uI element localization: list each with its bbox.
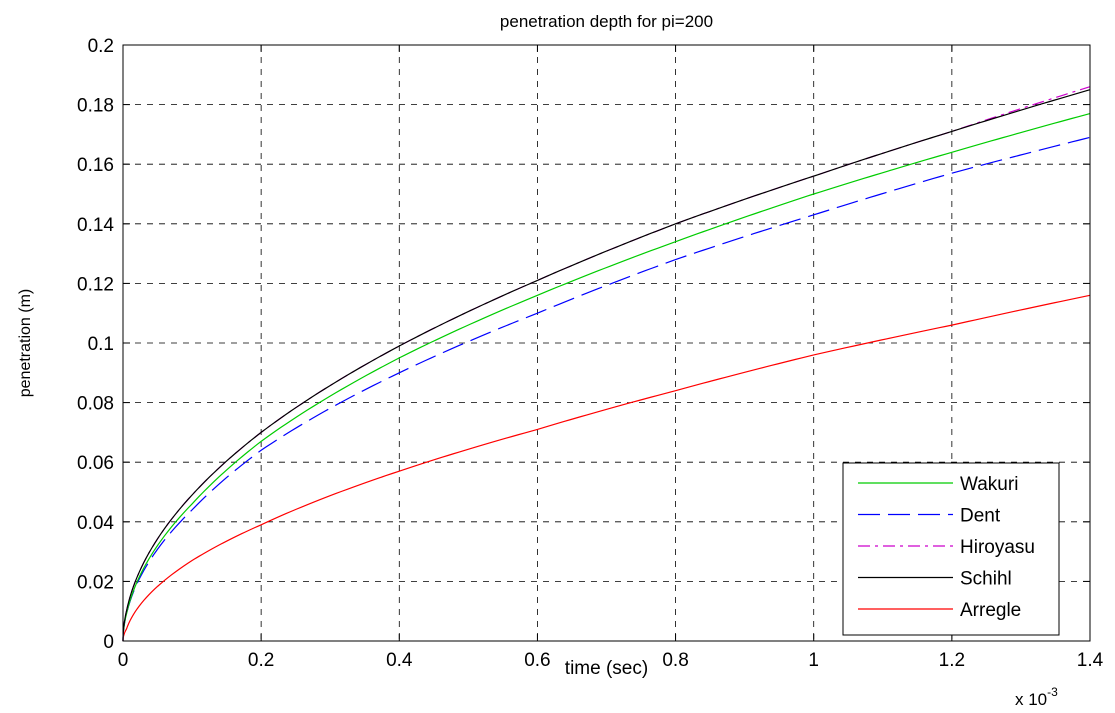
y-tick-label: 0.02 (77, 572, 114, 593)
x-multiplier-base: x 10 (1015, 690, 1047, 709)
chart-title: penetration depth for pi=200 (500, 12, 713, 31)
y-tick-label: 0.04 (77, 513, 114, 534)
y-tick-label: 0.16 (77, 155, 114, 176)
y-tick-label: 0.12 (77, 274, 114, 295)
y-tick-label: 0.08 (77, 394, 114, 415)
legend-label: Wakuri (960, 474, 1018, 495)
series-line-dent (122, 136, 1091, 642)
legend-label: Schihl (960, 569, 1012, 590)
x-multiplier: x 10-3 (1015, 685, 1058, 709)
series-line-schihl (122, 89, 1091, 642)
x-tick-label: 1 (808, 650, 819, 671)
x-tick-label: 1.4 (1077, 650, 1104, 671)
series-layer (122, 86, 1091, 642)
legend-box (842, 462, 1060, 636)
x-axis-label: time (sec) (565, 658, 648, 679)
legend-label: Hiroyasu (960, 537, 1035, 558)
x-tick-label: 1.2 (939, 650, 965, 671)
grid (123, 45, 1090, 641)
x-multiplier-exponent: -3 (1047, 685, 1058, 699)
x-tick-label: 0.6 (524, 650, 550, 671)
legend-label: Arregle (960, 600, 1021, 621)
y-tick-label: 0.14 (77, 215, 114, 236)
y-tick-label: 0.18 (77, 96, 114, 117)
series-line-arregle (122, 294, 1091, 642)
y-tick-label: 0.06 (77, 453, 114, 474)
x-tick-label: 0.8 (662, 650, 688, 671)
y-tick-label: 0 (103, 632, 114, 653)
x-tick-label: 0.4 (386, 650, 413, 671)
legend-label: Dent (960, 506, 1001, 527)
y-tick-label: 0.2 (88, 36, 114, 57)
y-tick-label: 0.1 (88, 334, 114, 355)
series-line-wakuri (122, 112, 1091, 642)
ticks: 0 0.2 0.4 0.6 0.8 1 1.2 1.4 0 0.02 0.04 0.06 0.08 0.1… (77, 36, 1104, 671)
legend: Wakuri Dent Hiroyasu Schihl Arregle (842, 462, 1060, 636)
x-tick-label: 0 (118, 650, 129, 671)
y-axis-label: penetration (m) (17, 289, 34, 398)
x-tick-label: 0.2 (248, 650, 274, 671)
